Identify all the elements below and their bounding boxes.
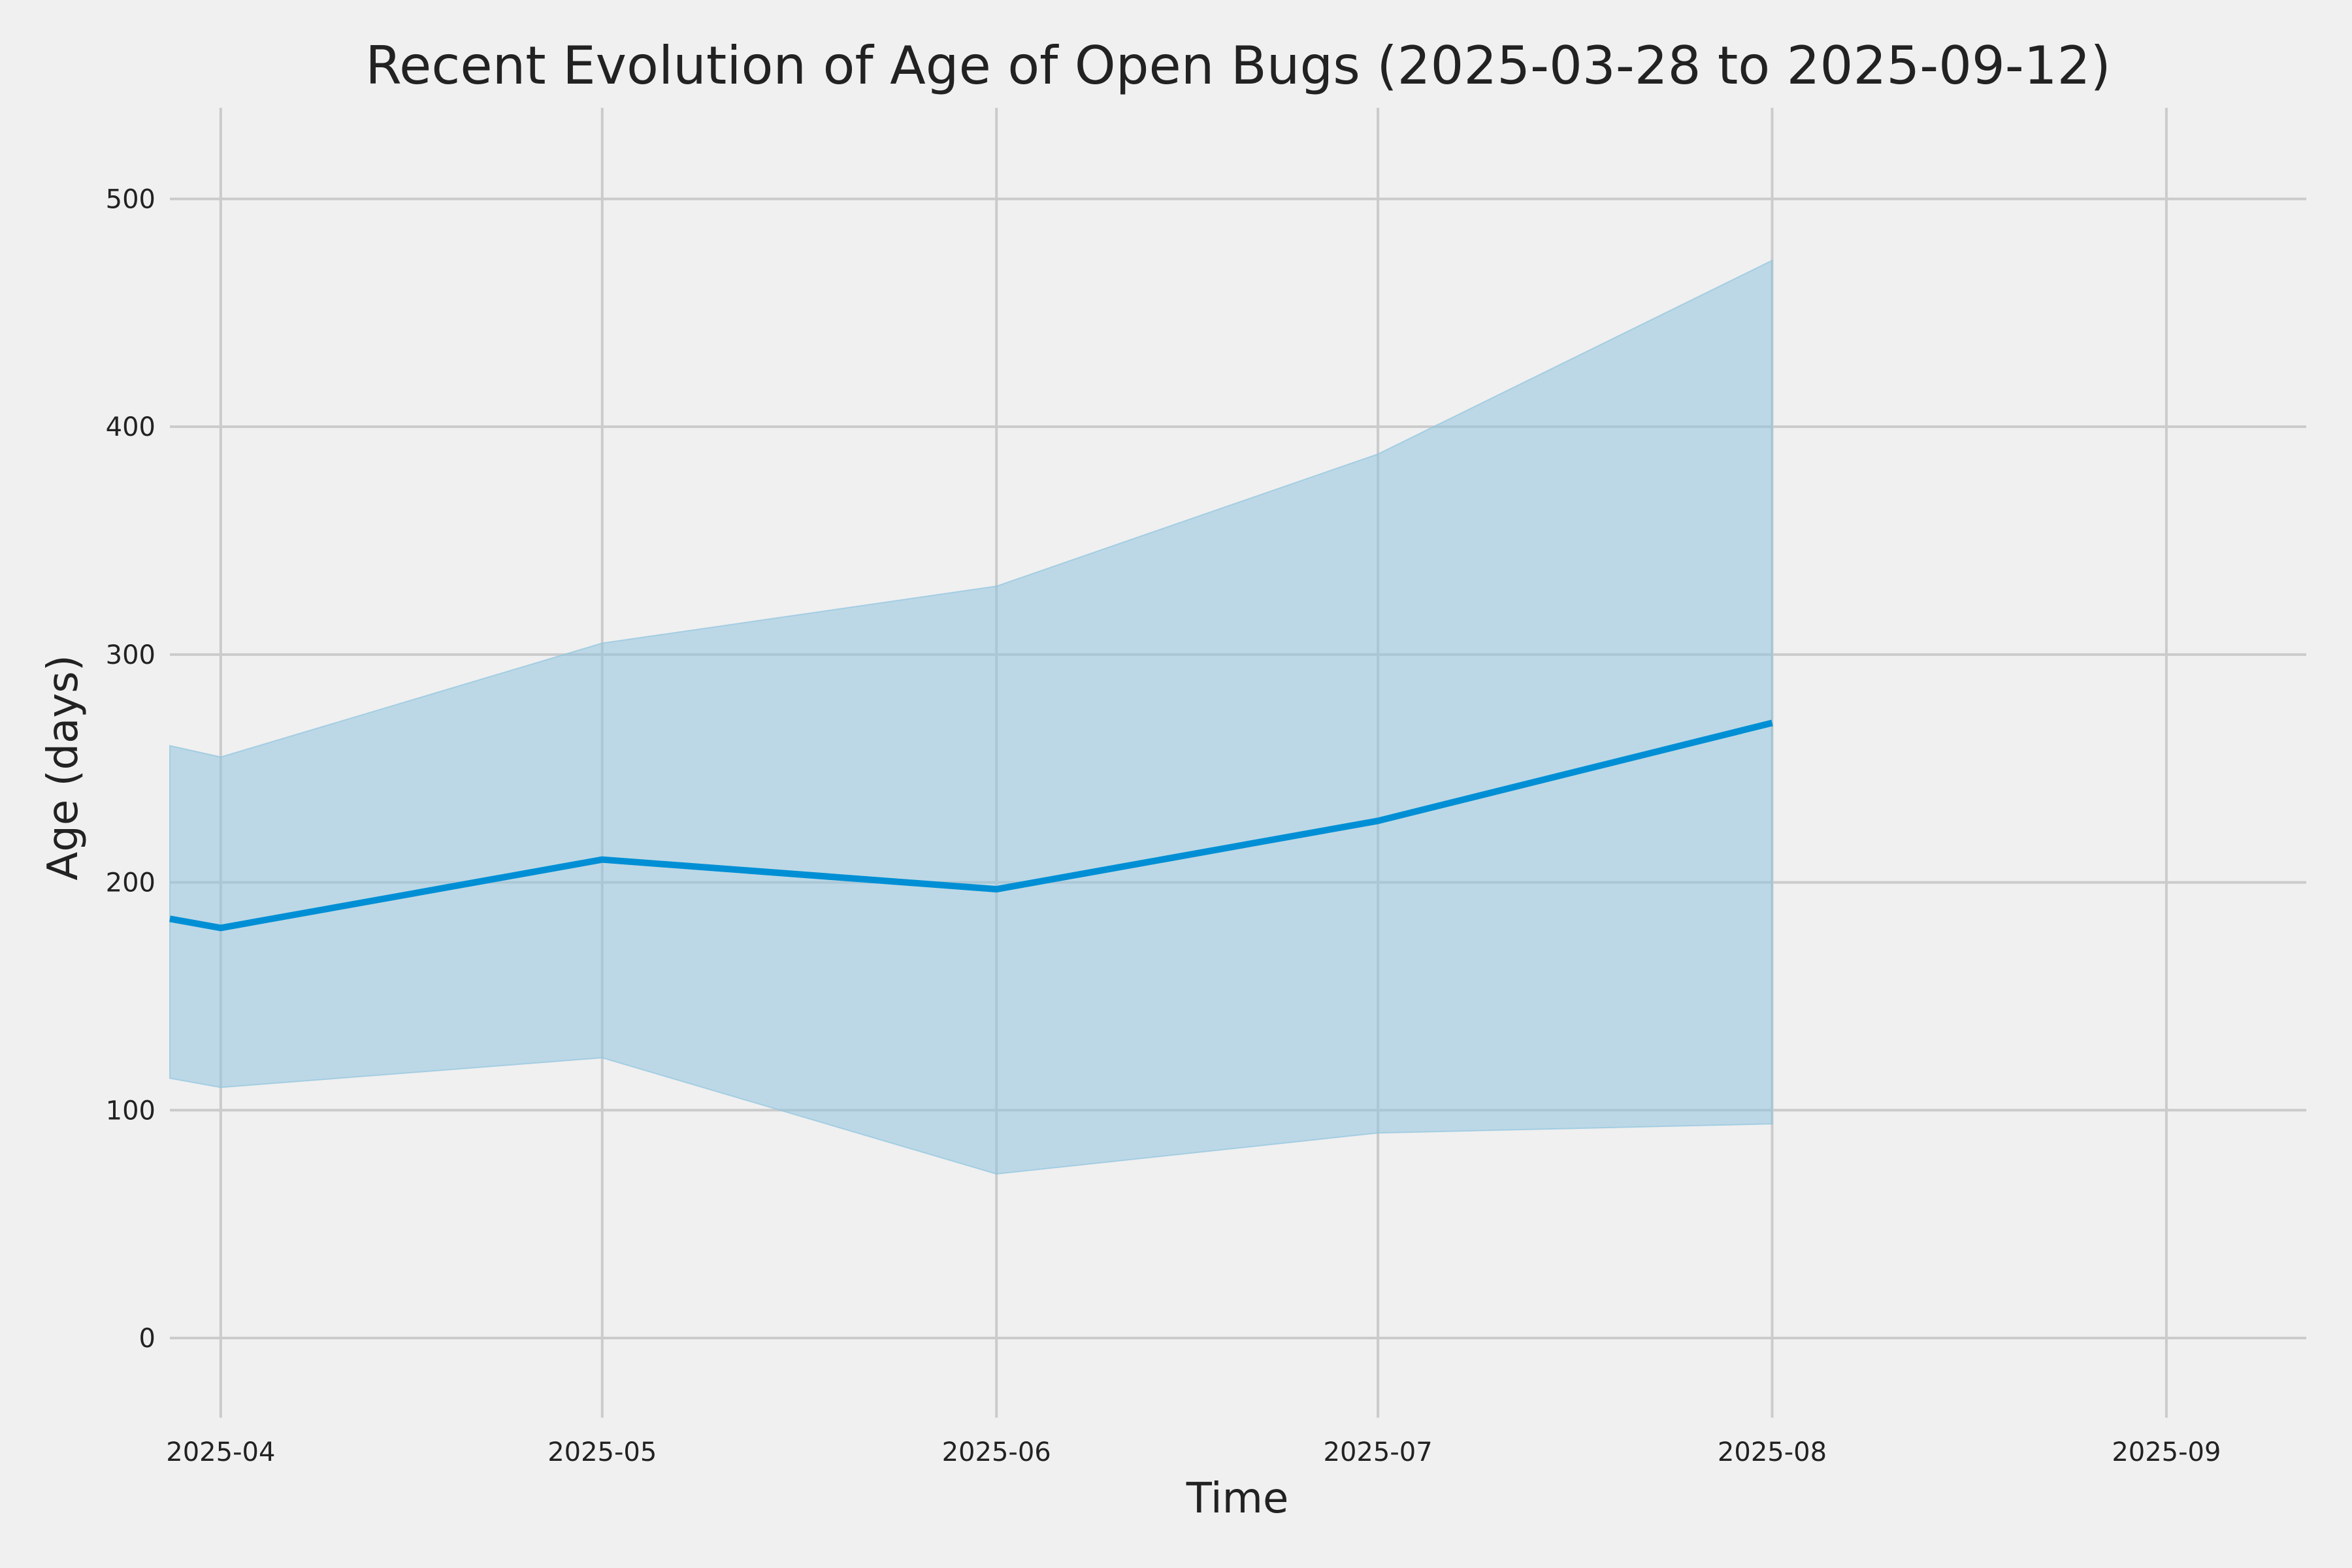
confidence-bands <box>169 259 1773 1175</box>
y-tick-label: 0 <box>139 1324 155 1354</box>
series-line <box>169 719 1773 932</box>
y-tick-label: 300 <box>106 640 155 670</box>
x-tick-labels: 2025-04 2025-05 2025-06 2025-07 2025-08 2025-… <box>166 1437 2221 1467</box>
y-tick-label: 200 <box>106 868 155 898</box>
y-axis-label: Age (days) <box>39 655 88 880</box>
x-tick-label: 2025-08 <box>1718 1437 1827 1467</box>
y-tick-label: 500 <box>106 184 155 214</box>
y-tick-label: 400 <box>106 412 155 442</box>
x-tick-label: 2025-05 <box>547 1437 657 1467</box>
x-tick-label: 2025-09 <box>2112 1437 2221 1467</box>
x-tick-label: 2025-06 <box>942 1437 1051 1467</box>
y-tick-label: 100 <box>106 1096 155 1126</box>
x-axis-label: Time <box>1186 1475 1289 1523</box>
x-tick-label: 2025-04 <box>166 1437 275 1467</box>
chart-title: Recent Evolution of Age of Open Bugs (20… <box>365 35 2111 96</box>
series-lines <box>169 719 1773 932</box>
confidence-band <box>169 259 1773 1175</box>
y-tick-labels: 0 100 200 300 400 500 <box>106 184 155 1353</box>
x-tick-label: 2025-07 <box>1324 1437 1433 1467</box>
